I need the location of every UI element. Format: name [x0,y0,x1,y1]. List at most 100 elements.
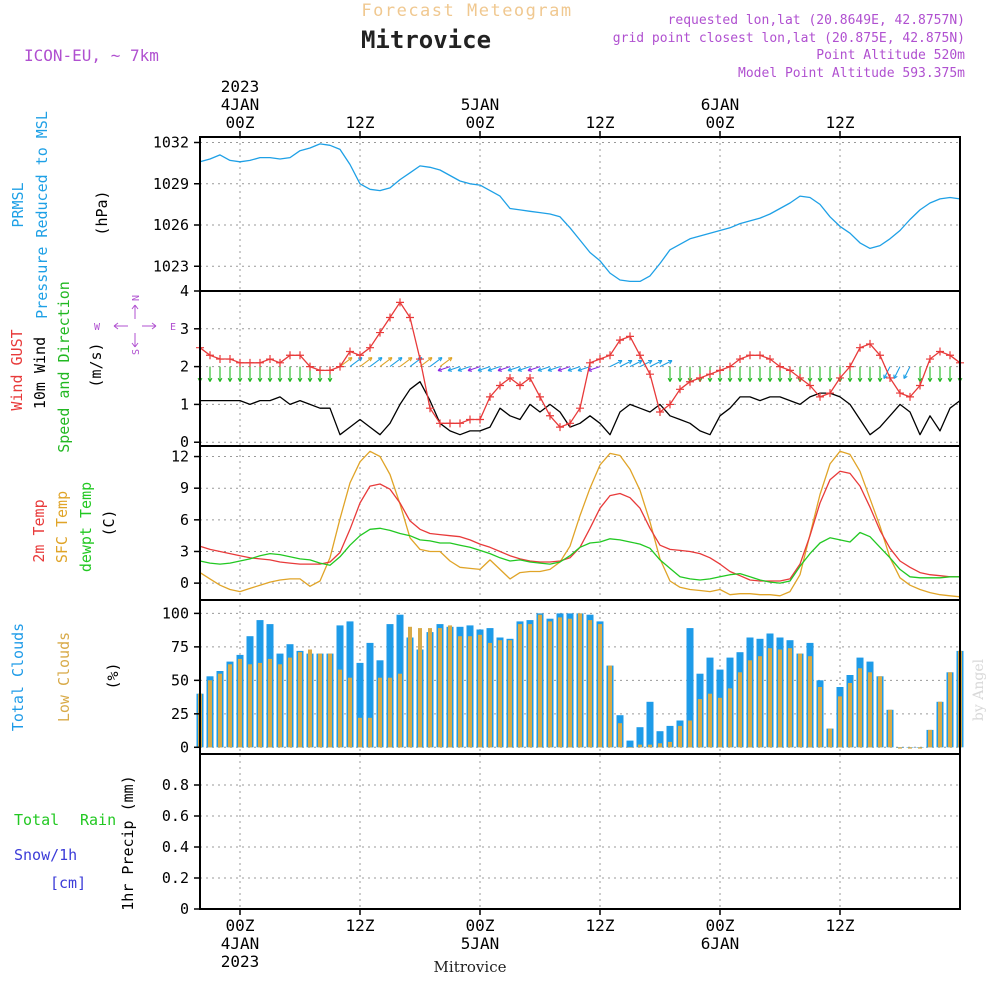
wind-direction-arrow-icon [659,359,673,368]
compass-w: W [94,322,101,333]
cloud-panel-labels: Total Clouds Low Clouds (%) [9,623,122,731]
gust-marker [816,392,824,401]
wind-direction-arrow-icon [619,359,633,368]
low-cloud-bar [398,673,402,748]
gust-marker [316,366,324,375]
panel-frame [199,753,961,910]
wind-direction-arrow-icon [277,366,283,382]
time-label-bottom: 00Z [706,916,735,935]
time-label-top: 6JAN [701,95,740,114]
gust-marker [596,355,604,364]
dewpoint-line [199,527,960,584]
low-cloud-bar [378,677,382,748]
low-cloud-bar [298,652,302,748]
gust-marker [296,351,304,360]
low-cloud-bar [498,640,502,748]
gust-marker [376,328,384,337]
grid-layer [200,137,960,910]
model-altitude: Model Point Altitude 593.375m [738,66,965,81]
y-tick-label: 0.8 [162,776,189,794]
wind-direction-arrow-icon [439,357,453,368]
gust-marker [516,381,524,390]
low-cloud-bar [208,680,212,748]
low-cloud-bar [288,657,292,748]
panel-frames [199,136,961,910]
gust-marker [856,343,864,352]
wind-direction-arrow-icon [487,366,501,372]
low-cloud-bar [688,720,692,748]
precip-panel-labels: Total Rain Snow/1h [cm] 1hr Precip (mm) [14,775,137,910]
pressure-label-prmsl: PRMSL [9,182,27,227]
low-cloud-bar [808,656,812,748]
low-cloud-bar [648,744,652,748]
y-tick-label: 6 [180,511,189,529]
wind-direction-arrow-icon [903,366,911,380]
low-cloud-bar [838,696,842,748]
low-cloud-bar [448,625,452,748]
gust-marker [486,392,494,401]
low-cloud-bar [638,744,642,748]
gust-marker [656,407,664,416]
time-label-bottom: 12Z [826,916,855,935]
y-tick-label: 1 [180,395,189,413]
total-clouds-label: Total Clouds [9,623,27,731]
gust-marker [906,392,914,401]
low-cloud-bar [878,676,882,748]
low-cloud-bar [898,747,902,749]
wind-direction-arrow-icon [297,366,303,382]
wind-direction-arrow-icon [557,366,571,372]
y-tick-label: 0 [180,574,189,592]
wind-direction-arrow-icon [359,357,373,368]
gust-marker [746,351,754,360]
low-cloud-bar [318,653,322,748]
low-cloud-bar [488,642,492,748]
gust-marker [386,313,394,322]
gust-marker [756,351,764,360]
gust-marker [836,373,844,382]
wind-direction-arrow-icon [587,366,601,372]
wind-direction-arrow-icon [577,366,591,372]
wind-direction-arrow-icon [567,366,581,372]
gust-marker [236,358,244,367]
y-tick-label: 12 [171,448,189,466]
wind-panel-labels: Wind GUST 10m Wind Speed and Direction (… [8,281,176,453]
gust-marker [206,351,214,360]
gust-marker [796,373,804,382]
wind-direction-arrow-icon [827,366,833,382]
low-cloud-bar [828,728,832,748]
wind-direction-arrow-icon [877,366,883,382]
gust-marker [416,355,424,364]
precip-axis-label: 1hr Precip (mm) [119,775,137,910]
wind-direction-arrow-icon [517,366,531,372]
wind-direction-arrow-icon [547,366,561,372]
low-cloud-bar [918,747,922,749]
y-tick-label: 2 [180,358,189,376]
point-altitude: Point Altitude 520m [816,48,965,63]
y-tick-label: 1032 [153,134,189,152]
low-cloud-bar [658,743,662,748]
wind-direction-arrow-icon [267,366,273,382]
y-tick-label: 0 [180,738,189,756]
gust-marker [216,355,224,364]
time-label-bottom: 12Z [346,916,375,935]
low-cloud-bar [668,741,672,748]
wind-direction-arrow-icon [927,366,933,382]
gust-marker [606,351,614,360]
low-cloud-bar [438,628,442,748]
temp-2m-label: 2m Temp [30,499,48,562]
low-cloud-bar [778,649,782,748]
y-tick-label: 1023 [153,257,189,275]
low-cloud-bar [888,709,892,748]
low-cloud-bar [458,636,462,748]
model-name: ICON-EU, ~ 7km [24,46,159,65]
low-clouds-label: Low Clouds [55,632,73,722]
low-cloud-bar [938,701,942,748]
time-label-bottom: 6JAN [701,934,740,953]
y-tick-label: 0 [180,433,189,451]
low-cloud-bar [468,636,472,748]
wind-direction-arrow-icon [737,366,743,382]
wind-direction-arrow-icon [609,359,623,368]
total-cloud-bar [656,731,664,748]
low-cloud-bar [618,723,622,748]
time-label-top: 2023 [221,77,260,96]
